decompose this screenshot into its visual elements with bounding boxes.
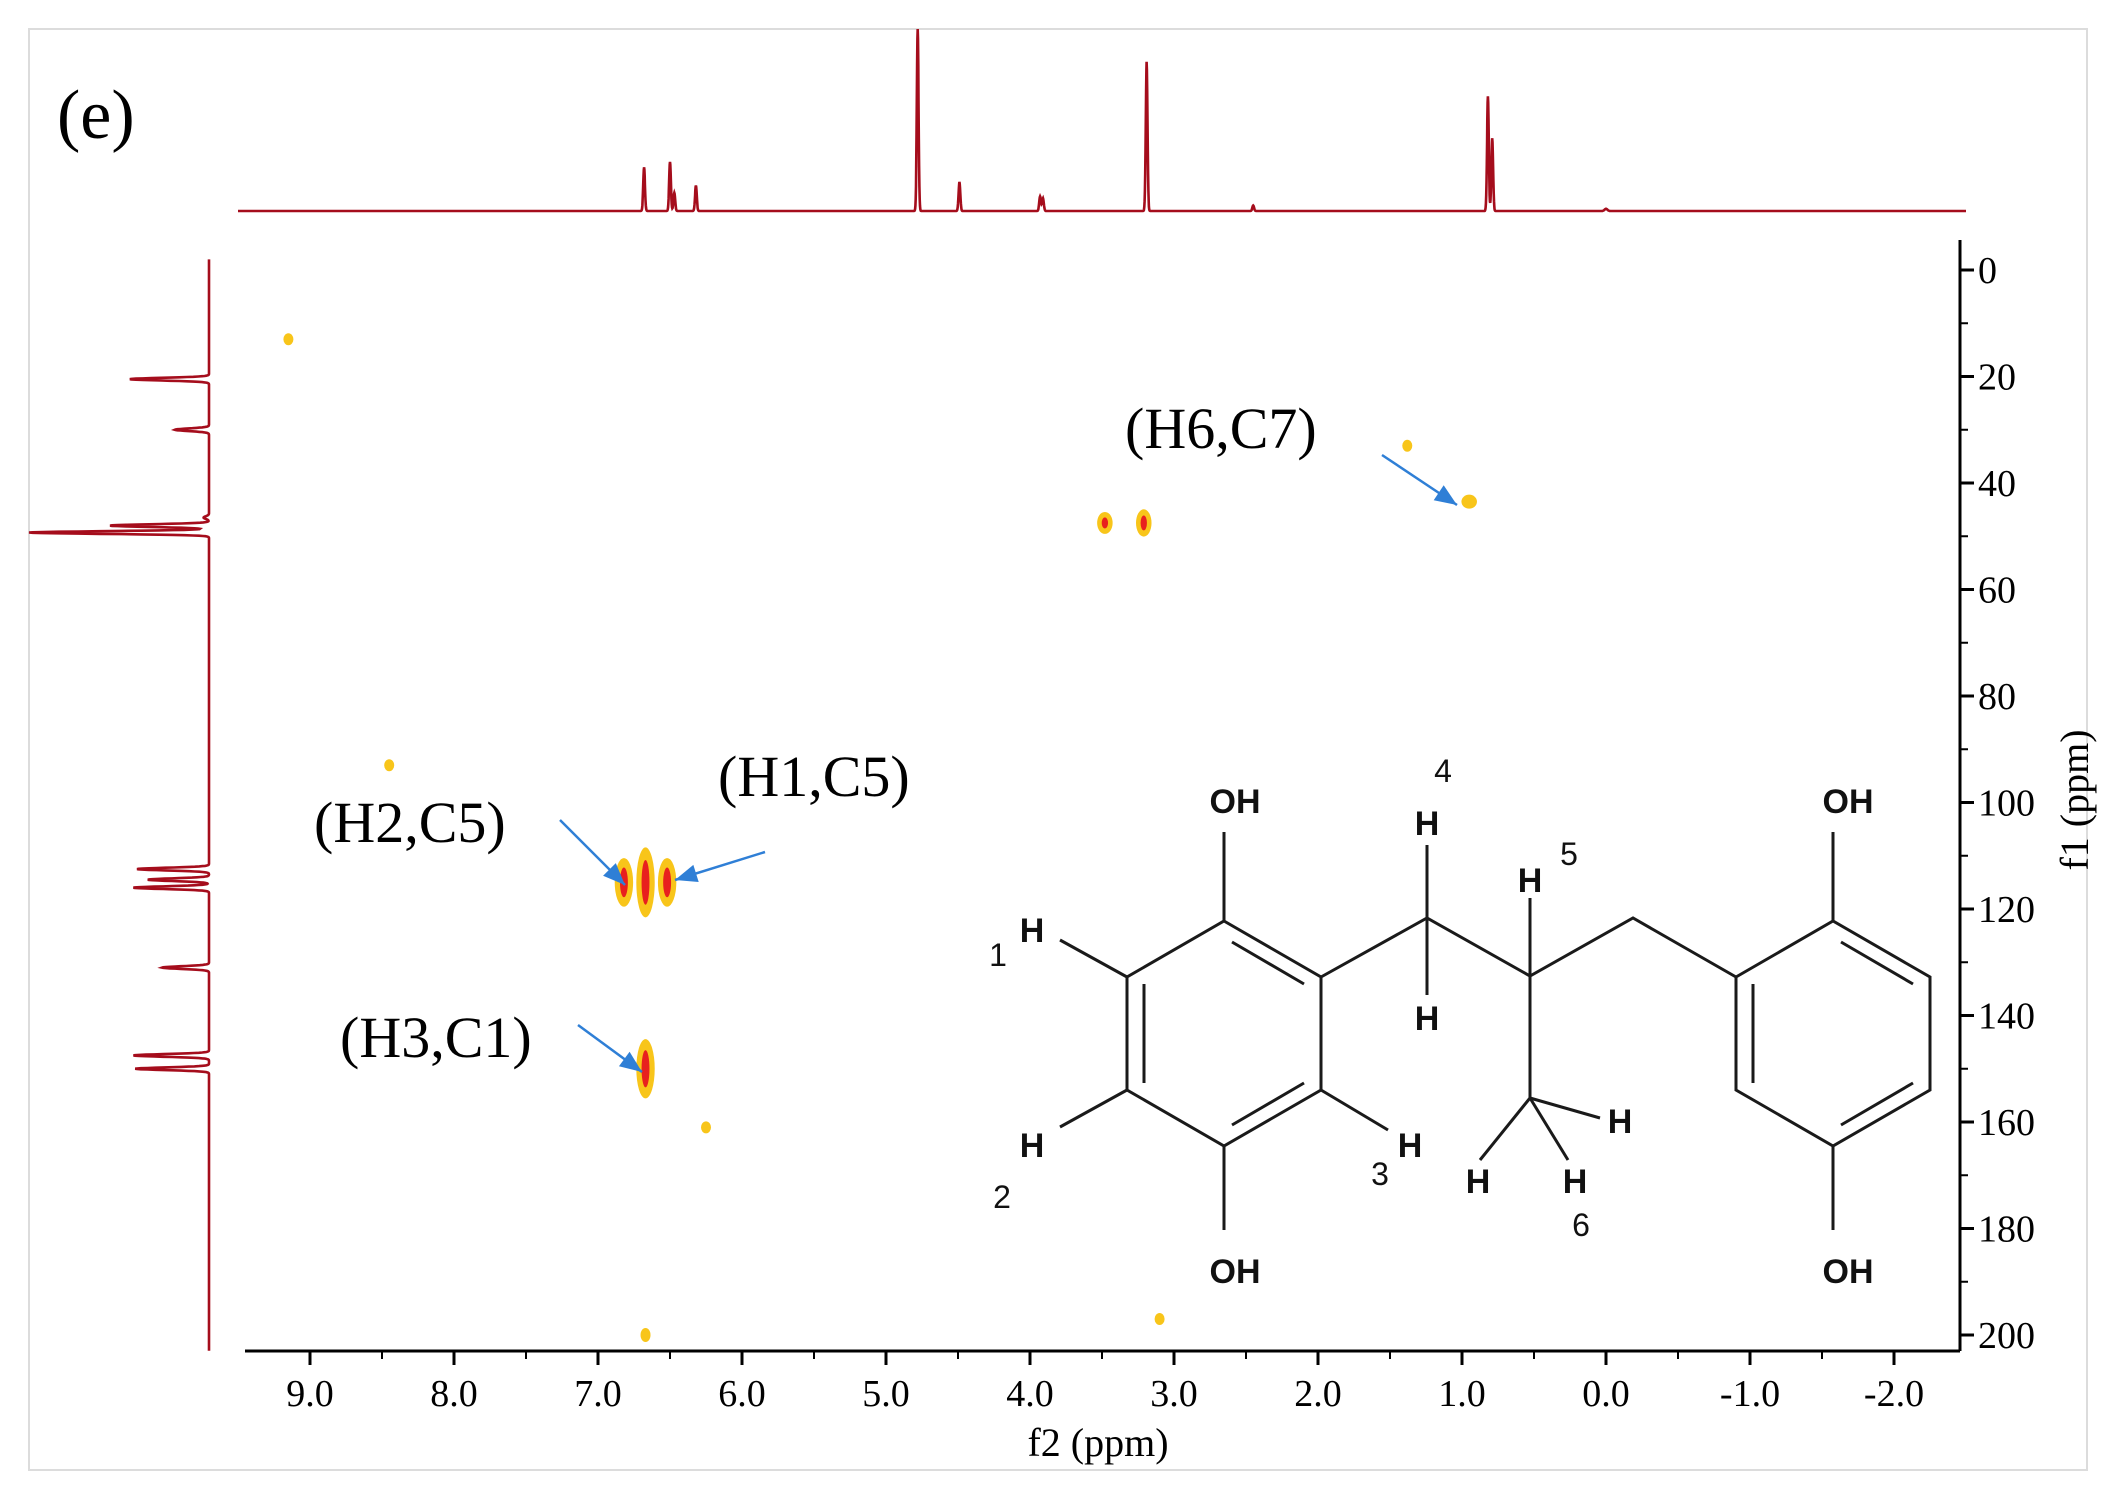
- f1-projection-trace: [28, 259, 211, 1351]
- position-number-6: 6: [1572, 1207, 1590, 1243]
- h-label-6a: H: [1466, 1163, 1491, 1201]
- position-number-2: 2: [993, 1179, 1011, 1215]
- h-label-6c: H: [1608, 1103, 1633, 1141]
- cross-peaks: [283, 333, 1477, 1342]
- y-tick-label: 120: [1978, 889, 2035, 931]
- y-tick-label: 40: [1978, 463, 2016, 505]
- y-tick-label: 140: [1978, 996, 2035, 1038]
- h-label-3: H: [1398, 1127, 1423, 1165]
- x-tick-label: 6.0: [718, 1373, 766, 1415]
- position-number-5: 5: [1560, 836, 1578, 872]
- molecule-atom-labels: OH OH OH OH H H H H H H H H H: [1020, 783, 1874, 1291]
- h-label-4-bottom: H: [1415, 1000, 1440, 1038]
- h-label-6b: H: [1563, 1163, 1588, 1201]
- y-tick-label: 160: [1978, 1102, 2035, 1144]
- x-axis-label: f2 (ppm): [1027, 1420, 1168, 1465]
- panel-label: (e): [57, 77, 135, 154]
- h-label-4-top: H: [1415, 805, 1440, 843]
- position-number-4: 4: [1434, 753, 1452, 789]
- annotation-arrow-head: [675, 864, 699, 883]
- x-tick-label: 0.0: [1582, 1373, 1630, 1415]
- cross-peak-core: [641, 860, 650, 905]
- y-tick-label: 180: [1978, 1209, 2035, 1251]
- oh-label-top-left: OH: [1210, 783, 1261, 821]
- oh-label-bottom-left: OH: [1210, 1253, 1261, 1291]
- x-tick-label: 5.0: [862, 1373, 910, 1415]
- annotation-arrow-head: [603, 863, 625, 885]
- cross-peak: [1154, 1313, 1165, 1326]
- annotation-arrow-head: [618, 1051, 642, 1072]
- h-label-1: H: [1020, 912, 1045, 950]
- x-tick-label: -2.0: [1864, 1373, 1924, 1415]
- x-tick-label: 7.0: [574, 1373, 622, 1415]
- x-tick-label: 4.0: [1006, 1373, 1054, 1415]
- y-tick-label: 60: [1978, 570, 2016, 612]
- x-tick-label: 1.0: [1438, 1373, 1486, 1415]
- y-tick-label: 80: [1978, 676, 2016, 718]
- annotation-h6-c7: (H6,C7): [1125, 396, 1317, 461]
- h-label-2: H: [1020, 1127, 1045, 1165]
- cross-peak-core: [663, 867, 672, 898]
- cross-peak: [640, 1328, 651, 1342]
- oh-label-top-right: OH: [1823, 783, 1874, 821]
- x-tick-label: -1.0: [1720, 1373, 1780, 1415]
- y-axis-label: f1 (ppm): [2052, 729, 2097, 870]
- molecule-structure: OH OH OH OH H H H H H H H H H 1 2 3 4 5 …: [989, 753, 1932, 1291]
- cross-peak-core: [1101, 517, 1109, 529]
- y-tick-label: 200: [1978, 1315, 2035, 1357]
- position-number-3: 3: [1371, 1156, 1389, 1192]
- y-tick-label: 20: [1978, 357, 2016, 399]
- y-tick-label: 0: [1978, 250, 1997, 292]
- x-tick-label: 9.0: [286, 1373, 334, 1415]
- cross-peak: [384, 759, 395, 772]
- cross-peak: [701, 1121, 711, 1134]
- annotation-h2-c5: (H2,C5): [314, 790, 506, 855]
- y-tick-label: 100: [1978, 783, 2035, 825]
- x-tick-label: 3.0: [1150, 1373, 1198, 1415]
- cross-peak: [1461, 494, 1477, 509]
- x-ticks: 9.0 8.0 7.0 6.0 5.0 4.0 3.0 2.0 1.0 0.0 -1.0 -2.0: [286, 1351, 1924, 1415]
- h-label-5: H: [1518, 862, 1543, 900]
- cross-peak: [283, 333, 294, 346]
- molecule-position-numbers: 1 2 3 4 5 6: [989, 753, 1590, 1243]
- y-ticks: 0 20 40 60 80 100 120 140 160 180 200: [1960, 250, 2035, 1357]
- annotation-h1-c5: (H1,C5): [718, 744, 910, 809]
- position-number-1: 1: [989, 937, 1007, 973]
- oh-label-bottom-right: OH: [1823, 1253, 1874, 1291]
- cross-peak: [1402, 439, 1413, 452]
- f2-projection-trace: [238, 28, 1966, 213]
- cross-peak-core: [1140, 515, 1147, 531]
- cross-peak-core: [641, 1050, 650, 1088]
- axes: 9.0 8.0 7.0 6.0 5.0 4.0 3.0 2.0 1.0 0.0 -1.0 -2.0 0…: [245, 240, 2097, 1465]
- x-tick-label: 2.0: [1294, 1373, 1342, 1415]
- x-tick-label: 8.0: [430, 1373, 478, 1415]
- figure-border: [28, 28, 2088, 1471]
- annotation-arrow-head: [1433, 485, 1457, 505]
- annotation-h3-c1: (H3,C1): [340, 1005, 532, 1070]
- molecule-bonds: [1059, 832, 1932, 1230]
- annotation-arrows: [559, 453, 1458, 1074]
- peak-annotations: (H6,C7) (H2,C5) (H1,C5) (H3,C1): [314, 396, 1458, 1074]
